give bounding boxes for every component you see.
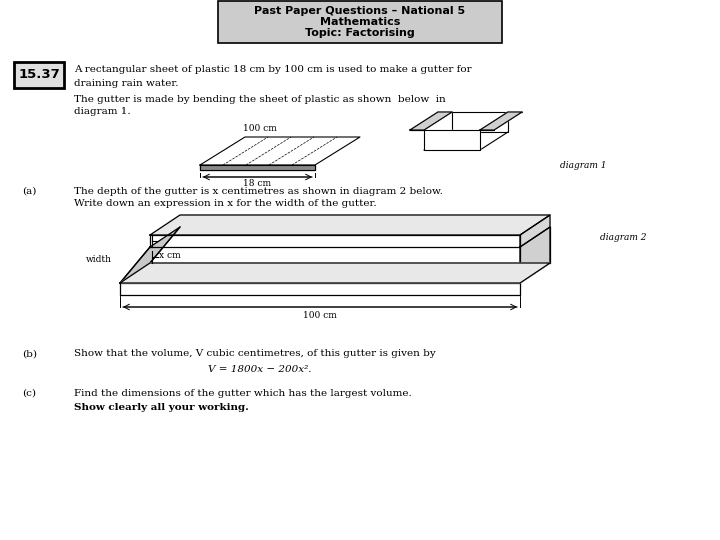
Text: Show clearly all your working.: Show clearly all your working. bbox=[74, 403, 249, 413]
Polygon shape bbox=[410, 130, 494, 150]
Text: diagram 2: diagram 2 bbox=[600, 233, 647, 242]
Text: The depth of the gutter is x centimetres as shown in diagram 2 below.: The depth of the gutter is x centimetres… bbox=[74, 186, 443, 195]
Text: (a): (a) bbox=[22, 186, 37, 195]
Text: Show that the volume, V cubic centimetres, of this gutter is given by: Show that the volume, V cubic centimetre… bbox=[74, 349, 436, 359]
Text: x cm: x cm bbox=[159, 235, 181, 245]
Text: Mathematics: Mathematics bbox=[320, 17, 400, 27]
Text: 100 cm: 100 cm bbox=[303, 310, 337, 320]
Text: The gutter is made by bending the sheet of plastic as shown  below  in: The gutter is made by bending the sheet … bbox=[74, 96, 446, 105]
Text: A rectangular sheet of plastic 18 cm by 100 cm is used to make a gutter for: A rectangular sheet of plastic 18 cm by … bbox=[74, 65, 472, 75]
Text: (b): (b) bbox=[22, 349, 37, 359]
Text: x cm: x cm bbox=[159, 252, 181, 260]
Text: draining rain water.: draining rain water. bbox=[74, 78, 179, 87]
Text: (c): (c) bbox=[22, 388, 36, 397]
Polygon shape bbox=[520, 227, 550, 283]
Polygon shape bbox=[410, 112, 452, 130]
Text: 18 cm: 18 cm bbox=[243, 179, 271, 188]
Text: diagram 1.: diagram 1. bbox=[74, 107, 130, 117]
Polygon shape bbox=[120, 283, 520, 295]
Polygon shape bbox=[200, 165, 315, 170]
Polygon shape bbox=[120, 227, 180, 283]
Polygon shape bbox=[520, 215, 550, 247]
Polygon shape bbox=[438, 112, 522, 132]
Polygon shape bbox=[120, 263, 550, 283]
Bar bbox=[218, 1, 502, 43]
Text: Write down an expression in x for the width of the gutter.: Write down an expression in x for the wi… bbox=[74, 199, 377, 207]
Polygon shape bbox=[480, 112, 522, 130]
Polygon shape bbox=[150, 235, 520, 247]
Text: 15.37: 15.37 bbox=[18, 69, 60, 82]
Text: diagram 1: diagram 1 bbox=[560, 160, 606, 170]
Text: Past Paper Questions – National 5: Past Paper Questions – National 5 bbox=[254, 6, 466, 16]
Text: Find the dimensions of the gutter which has the largest volume.: Find the dimensions of the gutter which … bbox=[74, 388, 412, 397]
Polygon shape bbox=[150, 215, 550, 235]
Text: V = 1800x − 200x².: V = 1800x − 200x². bbox=[208, 366, 312, 375]
Text: Topic: Factorising: Topic: Factorising bbox=[305, 28, 415, 38]
Bar bbox=[14, 62, 64, 88]
Text: 100 cm: 100 cm bbox=[243, 124, 277, 133]
Text: width: width bbox=[86, 255, 112, 265]
Polygon shape bbox=[200, 137, 360, 165]
